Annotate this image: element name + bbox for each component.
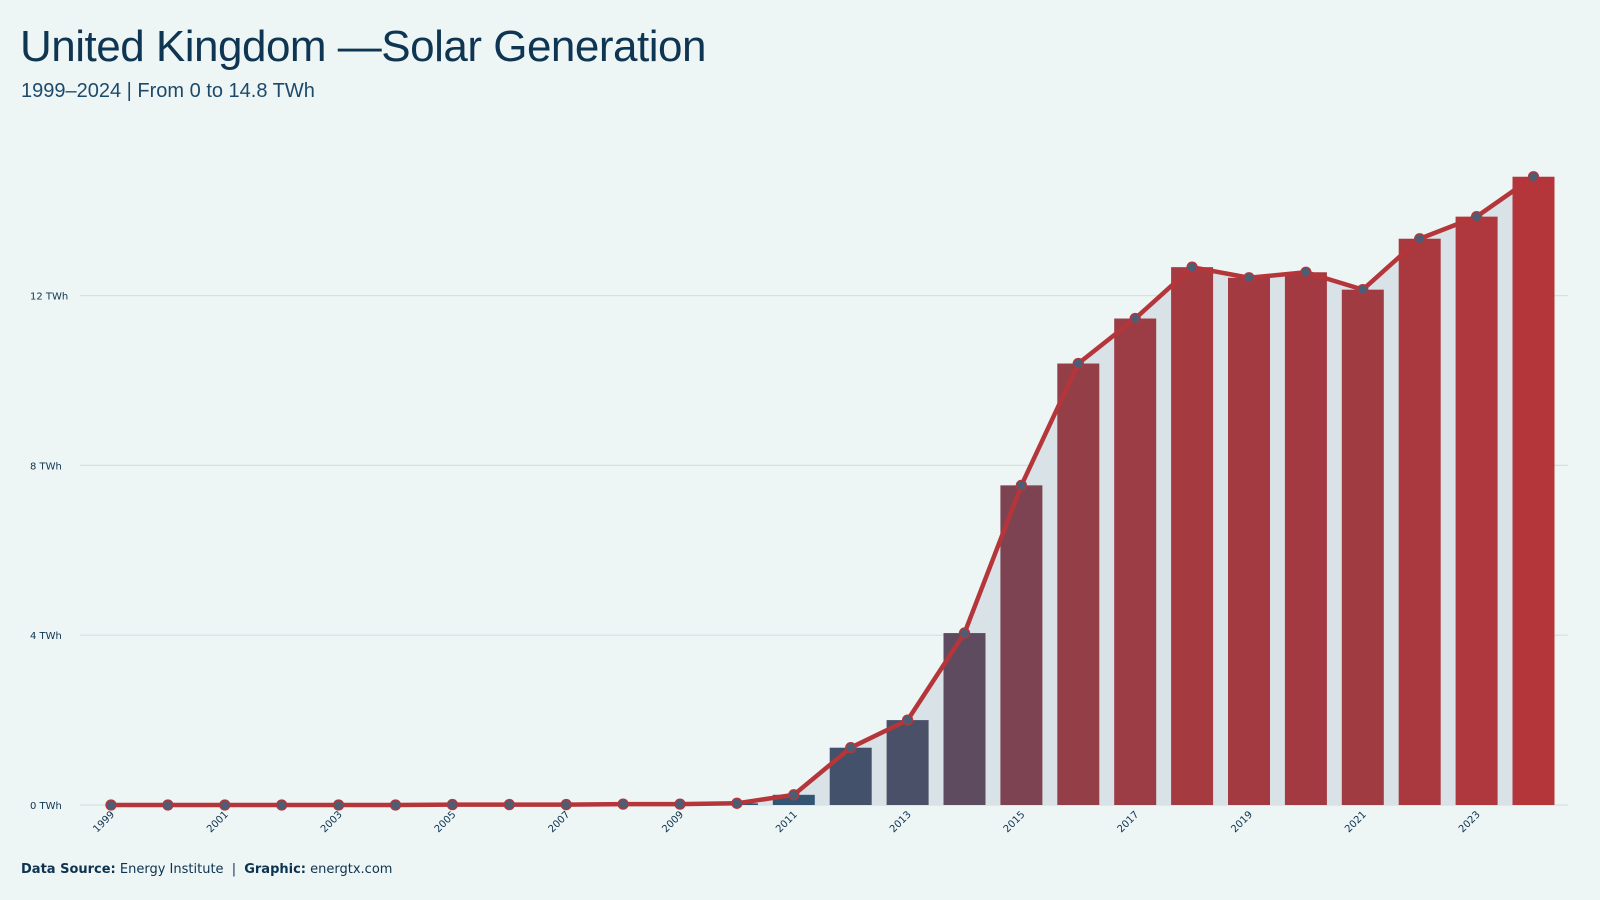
data-point: [332, 799, 345, 811]
bar: [829, 747, 872, 805]
data-point: [788, 789, 800, 801]
bar: [1057, 363, 1100, 805]
data-point: [276, 799, 288, 811]
y-axis-ticks: 0 TWh 4 TWh 8 TWh 12 TWh: [30, 292, 68, 812]
data-point: [162, 799, 174, 811]
data-point: [560, 798, 572, 811]
x-tick-label: 2017: [1116, 809, 1142, 835]
bar: [1114, 318, 1157, 805]
x-axis-ticks: 1999 2001 2003 2005 2007 2009 2011 2013 2015 2017…: [91, 809, 1482, 835]
data-point: [674, 798, 686, 810]
x-tick-label: 2011: [774, 809, 800, 835]
series-line: [108, 174, 1536, 808]
data-point: [845, 742, 857, 754]
x-tick-label: 2001: [205, 809, 231, 835]
data-point: [1470, 210, 1483, 223]
chart-subtitle: 1999–2024 | From 0 to 14.8 TWh: [21, 80, 315, 102]
data-point: [617, 798, 629, 810]
data-point: [1300, 266, 1312, 278]
data-point: [901, 714, 914, 726]
x-tick-label: 2007: [547, 809, 573, 835]
data-point: [1414, 233, 1426, 245]
x-tick-label: 2009: [660, 809, 686, 835]
x-tick-label: 2013: [888, 809, 914, 835]
bar: [1171, 267, 1214, 805]
data-point: [446, 798, 459, 811]
data-point: [1015, 479, 1028, 492]
data-point: [503, 798, 515, 811]
x-tick-label: 2021: [1343, 809, 1369, 835]
x-tick-label: 2015: [1002, 809, 1028, 835]
y-tick-label: 12 TWh: [30, 292, 68, 303]
data-point: [1357, 284, 1369, 296]
data-point: [389, 799, 402, 811]
data-point: [1243, 272, 1255, 284]
x-tick-label: 1999: [91, 809, 117, 835]
data-point: [1186, 261, 1198, 273]
trend-line: [108, 174, 1536, 808]
x-tick-label: 2019: [1229, 809, 1255, 835]
data-point: [219, 799, 231, 811]
bars: [431, 176, 1555, 806]
data-point: [1072, 357, 1084, 370]
bar: [1228, 277, 1270, 805]
y-tick-label: 4 TWh: [30, 631, 62, 642]
bar: [1000, 485, 1043, 805]
x-tick-label: 2005: [433, 809, 459, 835]
graphic-label: Graphic:: [244, 862, 306, 877]
bar: [1512, 176, 1555, 806]
source-value: Energy Institute: [119, 862, 224, 877]
data-point: [105, 799, 117, 811]
bar: [1398, 238, 1441, 806]
footer-separator: |: [231, 862, 237, 877]
chart-title: United Kingdom —Solar Generation: [20, 22, 706, 71]
bar: [943, 633, 986, 805]
data-point: [1129, 312, 1141, 325]
y-tick-label: 0 TWh: [30, 801, 62, 812]
bar: [886, 720, 929, 805]
line-markers: [105, 171, 1540, 811]
data-point: [1527, 171, 1540, 183]
x-tick-label: 2003: [319, 809, 345, 835]
graphic-value: energtx.com: [310, 862, 393, 877]
bar: [1455, 216, 1498, 805]
x-tick-label: 2023: [1457, 809, 1483, 835]
footer-credits: Data Source: Energy Institute | Graphic:…: [21, 862, 392, 877]
bar: [1284, 272, 1327, 805]
data-point: [958, 627, 971, 639]
source-label: Data Source:: [21, 862, 116, 877]
bar: [1341, 289, 1384, 806]
y-tick-label: 8 TWh: [30, 461, 62, 472]
data-point: [731, 797, 743, 809]
